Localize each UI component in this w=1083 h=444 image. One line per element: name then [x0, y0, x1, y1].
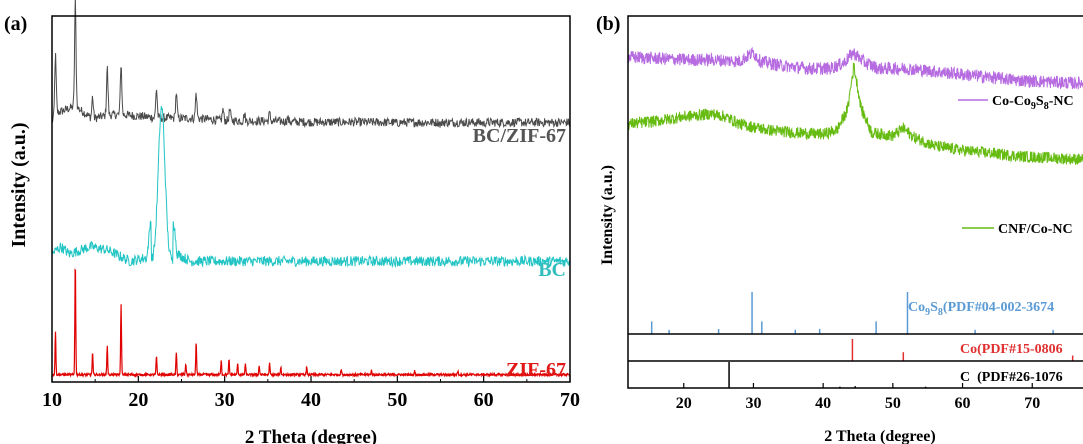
x-tick-label: 20 [128, 389, 148, 411]
series-co-co9s8-nc-line [627, 46, 1083, 90]
x-tick-label: 30 [745, 395, 761, 412]
ref-label-c: C (PDF#26-1076 [960, 370, 1063, 385]
panel-a-ylabel: Intensity (a.u.) [8, 122, 30, 247]
panel-b: (b) Intensity (a.u.) 2 Theta (degree) 20… [596, 13, 1083, 444]
panel-b-xlabel: 2 Theta (degree) [824, 428, 935, 444]
x-tick-label: 60 [474, 389, 494, 411]
panel-b-x-ticks: 20 30 40 50 60 70 [676, 383, 1040, 412]
x-tick-label: 60 [955, 395, 971, 412]
panel-b-frame [627, 15, 1083, 389]
x-tick-label: 20 [676, 395, 692, 412]
series-bc-zif-67-line [51, 0, 570, 129]
x-tick-label: 40 [815, 395, 831, 412]
series-cnf-co-nc-line [627, 62, 1083, 165]
panel-b-ylabel: Intensity (a.u.) [599, 165, 616, 265]
panel-a-frame [51, 15, 571, 383]
x-tick-label: 30 [215, 389, 235, 411]
x-tick-label: 10 [42, 389, 62, 411]
x-tick-label: 70 [1024, 395, 1040, 412]
panel-a: (a) Intensity (a.u.) 2 Theta (degree) 10… [4, 0, 580, 444]
legend-text-cnf-co-nc: CNF/Co-NC [998, 222, 1073, 237]
panel-b-label: (b) [596, 13, 620, 35]
x-tick-label: 50 [387, 389, 407, 411]
ref-label-co9s8: Co9S8(PDF#04-002-3674 [908, 300, 1054, 318]
series-bc-line [51, 106, 570, 269]
series-label-zif-67: ZIF-67 [506, 359, 566, 381]
series-label-bc-zif-67: BC/ZIF-67 [473, 125, 566, 147]
legend-text-co-co9s8-nc: Co-Co9S8-NC [992, 94, 1074, 112]
series-label-bc: BC [538, 259, 566, 281]
x-tick-label: 40 [301, 389, 321, 411]
panel-a-xlabel: 2 Theta (degree) [245, 427, 377, 444]
panel-a-label: (a) [4, 13, 27, 35]
panel-b-series [627, 46, 1083, 165]
panel-a-series [51, 0, 571, 379]
series-zif-67-line [51, 268, 571, 379]
ref-label-co: Co(PDF#15-0806 [960, 342, 1063, 357]
x-tick-label: 70 [560, 389, 580, 411]
x-tick-label: 50 [885, 395, 901, 412]
